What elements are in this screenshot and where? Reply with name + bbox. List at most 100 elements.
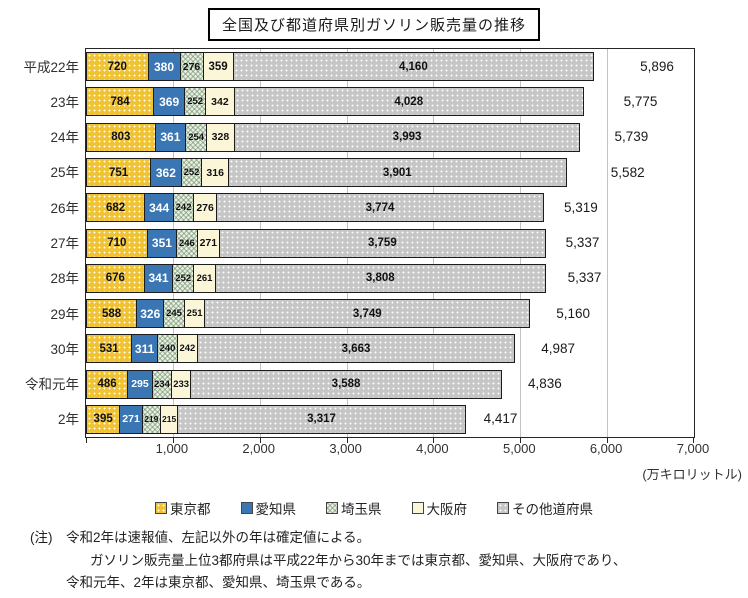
segment-osaka: 233 [171,369,192,399]
segment-aichi: 361 [154,122,187,152]
x-axis-tick [520,438,522,443]
legend-label: 愛知県 [255,502,297,517]
total-label: 5,337 [567,270,602,286]
gridline [607,49,609,437]
segment-others: 3,588 [190,369,502,399]
bar-row: 676 341 252 261 3,808 [86,263,546,293]
segment-saitama: 242 [173,193,195,223]
chart-title: 全国及び都道府県別ガソリン販売量の推移 [207,8,541,41]
total-label: 5,582 [610,164,645,180]
segment-osaka: 359 [202,52,234,82]
segment-others: 3,901 [227,158,567,187]
y-axis-label: 27年 [50,236,79,252]
y-axis-label: 25年 [50,165,79,181]
segment-tokyo: 803 [86,122,156,152]
segment-others: 3,774 [216,193,544,223]
segment-tokyo: 531 [86,334,133,364]
x-axis-tick [433,438,435,443]
y-axis-label: 23年 [50,94,79,110]
legend-swatch-tokyo [155,502,167,514]
x-axis-tick-label: 6,000 [589,441,623,456]
y-axis-label: 24年 [50,130,79,146]
segment-aichi: 341 [143,263,174,293]
segment-tokyo: 784 [86,87,155,117]
bar-row: 720 380 276 359 4,160 [86,52,594,82]
segment-aichi: 344 [144,193,175,223]
legend-label: その他道府県 [512,502,593,517]
x-axis-tick [172,438,174,443]
total-label: 4,987 [541,340,575,356]
x-axis-tick-label: 7,000 [676,441,710,456]
segment-saitama: 219 [141,404,161,434]
total-label: 5,319 [564,199,598,215]
total-label: 4,417 [483,411,518,427]
segment-osaka: 261 [193,263,216,293]
total-label: 5,160 [556,305,590,321]
segment-tokyo: 751 [86,158,152,187]
legend-swatch-others [497,502,509,514]
segment-saitama: 276 [179,52,204,82]
segment-others: 3,808 [214,263,546,293]
segment-osaka: 276 [193,193,218,223]
segment-tokyo: 710 [86,228,148,258]
segment-others: 3,663 [196,334,516,364]
legend-label: 埼玉県 [341,502,382,517]
segment-osaka: 316 [201,158,229,187]
segment-aichi: 295 [127,369,153,399]
bar-row: 710 351 246 271 3,759 [86,228,546,258]
segment-aichi: 311 [131,334,159,364]
segment-osaka: 271 [196,228,221,258]
legend-swatch-saitama [326,502,338,514]
segment-others: 3,749 [204,299,531,328]
x-axis-tick [607,438,609,443]
segment-tokyo: 395 [86,404,121,434]
segment-aichi: 362 [150,158,182,187]
legend-item-tokyo: 東京都 [155,498,211,518]
note-line-2: ガソリン販売量上位3都府県は平成22年から30年までは東京都、愛知県、大阪府であ… [90,552,627,568]
segment-saitama: 234 [151,369,173,399]
y-axis-label: 平成22年 [23,59,79,75]
y-axis-label: 26年 [50,200,79,216]
y-axis-label: 令和元年 [25,377,79,393]
segment-saitama: 252 [180,158,203,187]
segment-others: 4,160 [232,52,594,82]
segment-aichi: 369 [153,87,186,117]
legend-item-others: その他道府県 [497,498,593,518]
y-axis-label: 2年 [57,412,79,428]
segment-saitama: 240 [157,334,178,364]
segment-others: 3,759 [219,228,546,258]
segment-saitama: 252 [172,263,195,293]
plot-area: 720 380 276 359 4,160 5,896 784 369 252 342 4,028 5… [85,48,695,443]
legend-item-osaka: 大阪府 [411,498,468,518]
bar-row: 531 311 240 242 3,663 [86,334,516,364]
segment-aichi: 326 [136,299,165,328]
total-label: 5,739 [614,129,649,145]
bar-row: 803 361 254 328 3,993 [86,122,581,152]
segment-others: 4,028 [233,87,584,117]
total-label: 4,836 [528,376,562,392]
bar-row: 395 271 219 215 3,317 [86,404,466,434]
bar-row: 682 344 242 276 3,774 [86,193,544,223]
segment-tokyo: 720 [86,52,149,82]
segment-osaka: 328 [206,122,235,152]
x-axis-tick [259,438,261,443]
bar-row: 784 369 252 342 4,028 [86,87,584,117]
segment-tokyo: 676 [86,263,145,293]
x-axis-tick-label: 2,000 [242,441,275,456]
axis-unit-label: (万キロリットル) [642,467,742,482]
segment-saitama: 245 [163,299,185,328]
total-label: 5,337 [565,235,600,250]
segment-tokyo: 486 [86,369,129,399]
note-line-1: (注) 令和2年は速報値、左記以外の年は確定値による。 [30,530,371,545]
y-axis-label: 28年 [50,271,79,287]
segment-aichi: 351 [146,228,178,258]
legend-label: 大阪府 [426,502,468,517]
x-axis-tick [693,438,694,443]
legend-item-saitama: 埼玉県 [326,498,382,518]
legend-swatch-osaka [411,502,424,514]
segment-osaka: 342 [205,87,235,117]
legend-item-aichi: 愛知県 [240,498,297,518]
bar-row: 486 295 234 233 3,588 [86,369,502,399]
x-axis-tick-label: 5,000 [503,441,536,456]
chart-legend: 東京都 愛知県 埼玉県 大阪府 その他道府県 [0,498,748,518]
